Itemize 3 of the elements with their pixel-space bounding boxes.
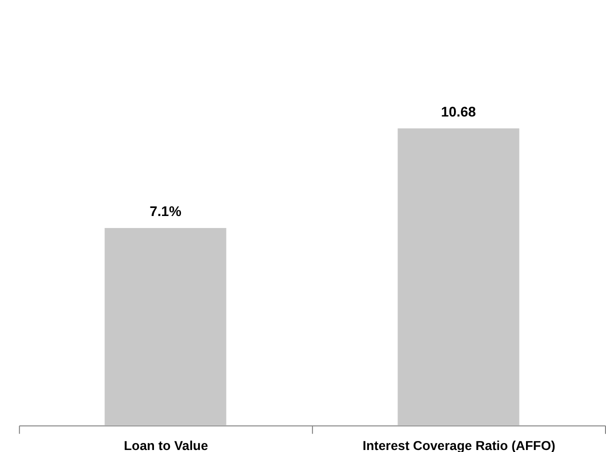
data-label: 7.1% xyxy=(150,202,182,219)
data-label: 10.68 xyxy=(441,103,476,120)
x-tick-label: Loan to Value xyxy=(124,438,208,452)
